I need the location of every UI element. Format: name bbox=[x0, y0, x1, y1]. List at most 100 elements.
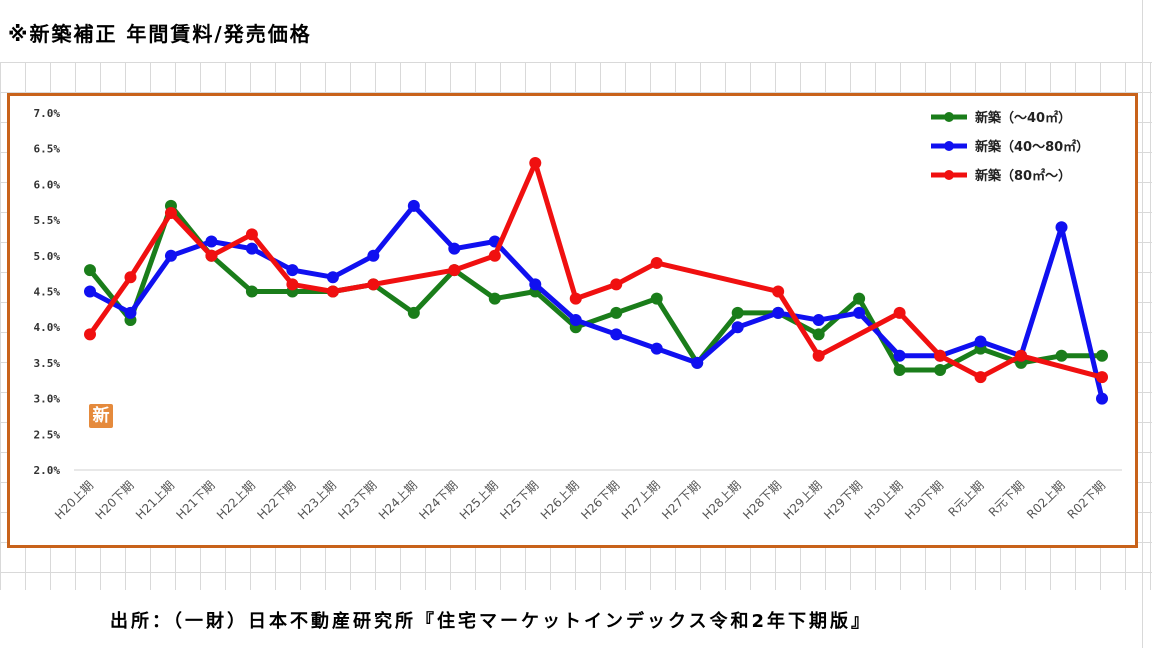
data-point-series-3 bbox=[812, 349, 825, 362]
line-chart: 2.0% 2.5% 3.0% 3.5% 4.0% 4.5% 5.0% 5.5% 6.0% 6.5%… bbox=[34, 107, 1122, 522]
data-point-series-1 bbox=[812, 328, 825, 341]
data-point-series-2 bbox=[84, 285, 96, 298]
data-point-series-3 bbox=[1096, 371, 1108, 384]
y-tick-label: 2.5% bbox=[34, 428, 61, 441]
data-point-series-3 bbox=[245, 228, 258, 241]
y-tick-label: 4.5% bbox=[34, 286, 61, 299]
data-point-series-3 bbox=[164, 206, 177, 219]
y-tick-label: 2.0% bbox=[34, 464, 61, 477]
x-tick-label: R元上期 bbox=[945, 478, 986, 519]
data-point-series-1 bbox=[1096, 349, 1108, 362]
series-line-3 bbox=[87, 160, 1105, 380]
title-row-band bbox=[0, 0, 1152, 62]
data-point-series-2 bbox=[407, 199, 420, 212]
x-tick-label: H27上期 bbox=[619, 478, 663, 522]
data-point-series-3 bbox=[205, 249, 218, 262]
data-point-series-2 bbox=[448, 242, 461, 255]
data-point-series-2 bbox=[650, 342, 663, 355]
data-point-series-3 bbox=[1015, 349, 1028, 362]
x-tick-label: H28下期 bbox=[740, 478, 784, 522]
data-point-series-2 bbox=[124, 306, 137, 319]
x-tick-label: H22上期 bbox=[214, 478, 258, 522]
x-tick-label: H29上期 bbox=[781, 478, 825, 522]
data-point-series-3 bbox=[529, 156, 542, 169]
data-point-series-2 bbox=[893, 349, 906, 362]
x-tick-label: H25下期 bbox=[497, 478, 541, 522]
series-line-1 bbox=[87, 203, 1105, 373]
data-point-series-1 bbox=[1055, 349, 1068, 362]
data-point-series-2 bbox=[772, 306, 785, 319]
x-tick-label: H30上期 bbox=[862, 478, 906, 522]
data-point-series-2 bbox=[286, 264, 299, 277]
data-point-series-1 bbox=[488, 292, 501, 305]
page-title: ※新築補正 年間賃料/発売価格 bbox=[8, 22, 312, 46]
data-point-series-2 bbox=[691, 356, 704, 369]
data-point-series-2 bbox=[1055, 221, 1068, 234]
legend-swatch-marker bbox=[944, 170, 954, 180]
x-tick-label: R02下期 bbox=[1065, 478, 1109, 522]
x-tick-label: H23下期 bbox=[335, 478, 379, 522]
data-point-series-2 bbox=[164, 249, 177, 262]
data-point-series-2 bbox=[1096, 392, 1108, 405]
data-point-series-1 bbox=[610, 306, 623, 319]
x-tick-label: R元下期 bbox=[986, 478, 1027, 519]
data-point-series-2 bbox=[812, 314, 825, 327]
x-tick-label: H25上期 bbox=[457, 478, 501, 522]
data-point-series-2 bbox=[610, 328, 623, 341]
legend-label: 新築（～40㎡） bbox=[975, 110, 1071, 126]
data-point-series-1 bbox=[731, 306, 744, 319]
data-point-series-2 bbox=[853, 306, 866, 319]
new-stamp-icon: 新 bbox=[89, 404, 113, 428]
x-tick-label: H26上期 bbox=[538, 478, 582, 522]
x-tick-label: H21下期 bbox=[174, 478, 218, 522]
data-point-series-2 bbox=[326, 271, 339, 284]
legend-label: 新築（80㎡～） bbox=[975, 168, 1071, 184]
data-point-series-3 bbox=[367, 278, 380, 291]
data-point-series-2 bbox=[569, 314, 582, 327]
x-tick-label: H20上期 bbox=[52, 478, 96, 522]
source-citation: 出所：（一財）日本不動産研究所『住宅マーケットインデックス令和2年下期版』 bbox=[110, 611, 872, 632]
x-tick-label: H30下期 bbox=[902, 478, 946, 522]
x-tick-label: H29下期 bbox=[821, 478, 865, 522]
y-tick-label: 6.5% bbox=[34, 143, 61, 156]
data-point-series-3 bbox=[893, 306, 906, 319]
x-tick-label: H28上期 bbox=[700, 478, 744, 522]
data-point-series-2 bbox=[367, 249, 380, 262]
y-tick-label: 5.0% bbox=[34, 250, 61, 263]
x-tick-label: H23上期 bbox=[295, 478, 339, 522]
x-tick-label: H20下期 bbox=[93, 478, 137, 522]
x-tick-label: H26下期 bbox=[578, 478, 622, 522]
data-point-series-3 bbox=[488, 249, 501, 262]
x-tick-label: H24下期 bbox=[416, 478, 460, 522]
x-tick-label: H21上期 bbox=[133, 478, 177, 522]
data-point-series-3 bbox=[650, 256, 663, 269]
data-point-series-2 bbox=[529, 278, 542, 291]
data-point-series-3 bbox=[934, 349, 947, 362]
data-point-series-3 bbox=[569, 292, 582, 305]
series-line-2 bbox=[87, 203, 1105, 402]
x-tick-label: H27下期 bbox=[659, 478, 703, 522]
data-point-series-3 bbox=[772, 285, 785, 298]
data-point-series-1 bbox=[934, 364, 947, 377]
chart-frame[interactable]: 2.0% 2.5% 3.0% 3.5% 4.0% 4.5% 5.0% 5.5% 6.0% 6.5%… bbox=[7, 93, 1138, 548]
source-row-band bbox=[0, 590, 1152, 648]
data-point-series-3 bbox=[448, 264, 461, 277]
legend-swatch-marker bbox=[944, 141, 954, 151]
data-point-series-3 bbox=[326, 285, 339, 298]
data-point-series-3 bbox=[974, 371, 987, 384]
x-tick-label: R02上期 bbox=[1024, 478, 1068, 522]
data-point-series-1 bbox=[893, 364, 906, 377]
data-point-series-1 bbox=[245, 285, 258, 298]
y-tick-label: 7.0% bbox=[34, 107, 61, 120]
sheet-right-border bbox=[1142, 0, 1143, 648]
legend-label: 新築（40～80㎡） bbox=[975, 139, 1089, 155]
data-point-series-3 bbox=[610, 278, 623, 291]
data-point-series-1 bbox=[853, 292, 866, 305]
data-point-series-3 bbox=[84, 328, 96, 341]
y-tick-label: 5.5% bbox=[34, 214, 61, 227]
data-point-series-2 bbox=[245, 242, 258, 255]
data-point-series-2 bbox=[731, 321, 744, 334]
data-point-series-1 bbox=[84, 264, 96, 277]
y-tick-label: 4.0% bbox=[34, 321, 61, 334]
data-point-series-1 bbox=[650, 292, 663, 305]
